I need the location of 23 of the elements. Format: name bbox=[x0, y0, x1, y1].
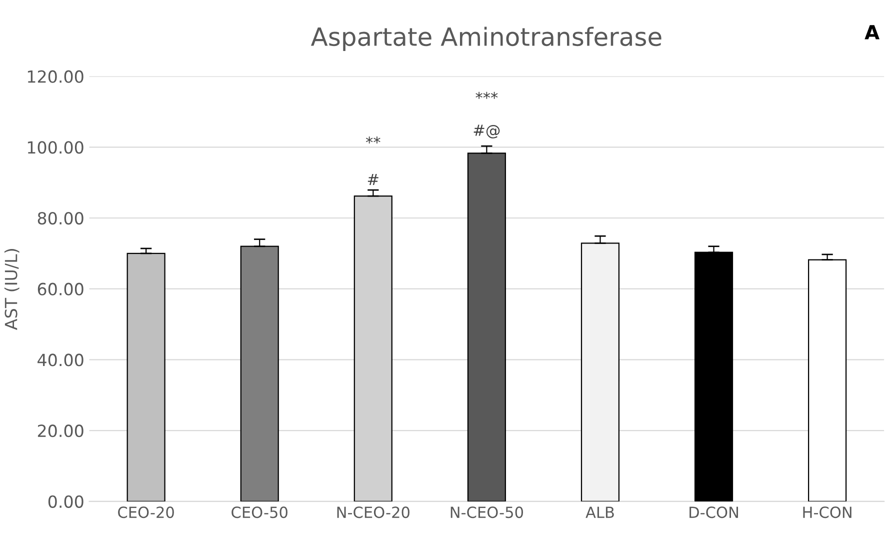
y-tick-label: 0.00 bbox=[48, 495, 84, 508]
annotation: *** bbox=[476, 92, 498, 99]
x-tick-label: N-CEO-50 bbox=[450, 506, 523, 518]
x-tick-label: D-CON bbox=[690, 506, 738, 518]
y-tick-label: 40.00 bbox=[38, 354, 84, 366]
y-tick-label: 80.00 bbox=[38, 212, 84, 225]
x-tick-label: ALB bbox=[586, 506, 614, 518]
y-tick-label: 100.00 bbox=[28, 141, 84, 154]
y-tick-label: 120.00 bbox=[28, 70, 84, 83]
y-tick-label: 20.00 bbox=[38, 424, 84, 438]
chart-title: Aspartate Aminotransferase bbox=[310, 26, 662, 51]
x-tick-label: N-CEO-20 bbox=[337, 506, 410, 518]
x-tick-label: H-CON bbox=[803, 506, 852, 518]
text: A bbox=[864, 25, 880, 40]
annotation: #@ bbox=[474, 124, 500, 138]
y-tick-label: 60.00 bbox=[38, 282, 84, 296]
annotation: # bbox=[368, 174, 378, 186]
bar bbox=[126, 252, 166, 502]
x-tick-label: CEO-50 bbox=[232, 506, 288, 518]
bar bbox=[808, 259, 847, 502]
annotation: ** bbox=[366, 136, 380, 144]
x-tick-label: CEO-20 bbox=[118, 506, 174, 518]
y-axis-title: AST (IU/L) bbox=[4, 249, 20, 330]
